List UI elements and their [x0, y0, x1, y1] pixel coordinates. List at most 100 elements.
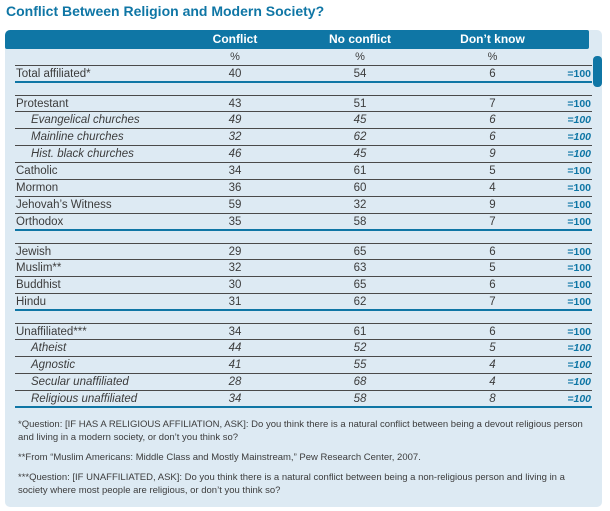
table-row: Jewish 29 65 6 =100 [15, 243, 592, 260]
value-total: =100 [567, 279, 591, 291]
value-dont-know: 9 [489, 199, 496, 211]
value-dont-know: 6 [489, 114, 496, 126]
value-conflict: 32 [228, 262, 242, 274]
value-dont-know: 9 [489, 148, 496, 160]
row-label: Total affiliated* [16, 68, 91, 80]
value-no-conflict: 54 [353, 68, 367, 80]
value-total: =100 [567, 326, 591, 338]
value-conflict: 34 [228, 393, 242, 405]
footnote-unaffiliated-question: ***Question: [IF UNAFFILIATED, ASK]: Do … [18, 472, 565, 497]
value-total: =100 [567, 199, 591, 211]
value-conflict: 32 [228, 131, 242, 143]
value-conflict: 30 [228, 279, 242, 291]
value-dont-know: 4 [489, 359, 496, 371]
value-no-conflict: 58 [353, 216, 367, 228]
row-label: Unaffiliated*** [16, 326, 87, 338]
value-conflict: 46 [228, 148, 242, 160]
table-row: Secular unaffiliated 28 68 4 =100 [15, 374, 592, 391]
value-total: =100 [567, 359, 591, 371]
value-conflict: 35 [228, 216, 242, 228]
table-row: Mainline churches 32 62 6 =100 [15, 129, 592, 146]
table-row: Atheist 44 52 5 =100 [15, 340, 592, 357]
row-label: Mormon [16, 182, 59, 194]
value-total: =100 [567, 376, 591, 388]
value-no-conflict: 45 [353, 114, 367, 126]
table-row: Religious unaffiliated 34 58 8 =100 [15, 391, 592, 408]
value-dont-know: 7 [489, 296, 496, 308]
section-gap [15, 83, 592, 95]
value-total: =100 [567, 98, 591, 110]
table-row: Buddhist 30 65 6 =100 [15, 277, 592, 294]
value-conflict: 34 [228, 326, 242, 338]
row-label: Catholic [16, 165, 58, 177]
value-total: =100 [567, 68, 591, 80]
value-no-conflict: 52 [353, 342, 367, 354]
table-row: Orthodox 35 58 7 =100 [15, 214, 592, 231]
value-dont-know: 5 [489, 262, 496, 274]
table-row: Total affiliated* 40 54 6 =100 [15, 66, 592, 83]
value-total: =100 [567, 182, 591, 194]
table-row: Catholic 34 61 5 =100 [15, 163, 592, 180]
table-row: Hindu 31 62 7 =100 [15, 294, 592, 311]
table-header-bar: Conflict No conflict Don’t know [5, 30, 589, 49]
value-no-conflict: 51 [353, 98, 367, 110]
row-label: Agnostic [31, 359, 76, 371]
value-dont-know: 5 [489, 342, 496, 354]
table-row: Unaffiliated*** 34 61 6 =100 [15, 323, 592, 340]
data-table: Conflict No conflict Don’t know % % % To… [5, 30, 602, 507]
row-label: Orthodox [16, 216, 64, 228]
value-dont-know: 6 [489, 246, 496, 258]
value-total: =100 [567, 296, 591, 308]
value-total: =100 [567, 262, 591, 274]
value-conflict: 31 [228, 296, 242, 308]
value-dont-know: 6 [489, 326, 496, 338]
value-dont-know: 7 [489, 98, 496, 110]
value-no-conflict: 65 [353, 279, 367, 291]
value-no-conflict: 58 [353, 393, 367, 405]
value-dont-know: 4 [489, 376, 496, 388]
value-total: =100 [567, 393, 591, 405]
section-gap [15, 231, 592, 243]
value-total: =100 [567, 131, 591, 143]
value-conflict: 28 [228, 376, 242, 388]
value-no-conflict: 61 [353, 165, 367, 177]
value-total: =100 [567, 148, 591, 160]
value-total: =100 [567, 216, 591, 228]
page-title: Conflict Between Religion and Modern Soc… [6, 3, 325, 19]
percent-units-row: % % % [15, 49, 592, 66]
value-conflict: 43 [228, 98, 242, 110]
value-conflict: 59 [228, 199, 242, 211]
table-row: Jehovah’s Witness 59 32 9 =100 [15, 197, 592, 214]
row-label: Buddhist [16, 279, 61, 291]
value-no-conflict: 62 [353, 131, 367, 143]
value-no-conflict: 55 [353, 359, 367, 371]
row-label: Hist. black churches [31, 148, 134, 160]
row-label: Muslim** [16, 262, 62, 274]
row-label: Evangelical churches [31, 114, 140, 126]
row-label: Protestant [16, 98, 69, 110]
value-no-conflict: 60 [353, 182, 367, 194]
value-conflict: 29 [228, 246, 242, 258]
value-conflict: 40 [228, 68, 242, 80]
value-dont-know: 5 [489, 165, 496, 177]
value-dont-know: 6 [489, 279, 496, 291]
value-conflict: 36 [228, 182, 242, 194]
value-total: =100 [567, 165, 591, 177]
value-conflict: 34 [228, 165, 242, 177]
value-no-conflict: 63 [353, 262, 367, 274]
value-total: =100 [567, 114, 591, 126]
table-row: Muslim** 32 63 5 =100 [15, 260, 592, 277]
value-dont-know: 4 [489, 182, 496, 194]
row-label: Hindu [16, 296, 47, 308]
value-no-conflict: 68 [353, 376, 367, 388]
value-no-conflict: 45 [353, 148, 367, 160]
unit-percent-dont-know: % [487, 51, 498, 63]
header-bar-right-cap [593, 56, 602, 87]
value-dont-know: 8 [489, 393, 496, 405]
column-header-no-conflict: No conflict [329, 32, 391, 46]
value-total: =100 [567, 246, 591, 258]
value-total: =100 [567, 342, 591, 354]
column-header-dont-know: Don’t know [460, 32, 525, 46]
section-gap [15, 311, 592, 323]
footnotes: *Question: [IF HAS A RELIGIOUS AFFILIATI… [15, 408, 592, 498]
